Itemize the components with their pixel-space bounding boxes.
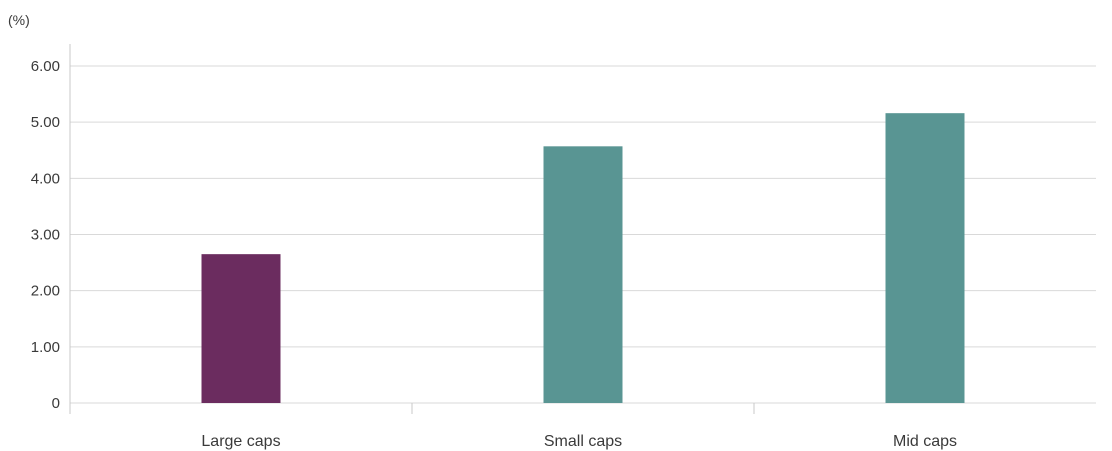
y-tick-label: 0 xyxy=(52,395,60,412)
y-tick-label: 3.00 xyxy=(31,227,60,244)
bar-large-caps xyxy=(201,254,281,403)
y-axis-ticks: 0 1.00 2.00 3.00 4.00 5.00 6.00 xyxy=(31,58,60,412)
y-tick-label: 1.00 xyxy=(31,339,60,356)
x-tick-label: Mid caps xyxy=(893,433,957,450)
y-tick-label: 4.00 xyxy=(31,170,60,187)
bar-mid-caps xyxy=(885,113,965,404)
bars xyxy=(201,113,965,404)
x-tick-label: Small caps xyxy=(544,433,622,450)
y-tick-label: 5.00 xyxy=(31,114,60,131)
x-axis-ticks xyxy=(69,403,755,414)
y-tick-label: 2.00 xyxy=(31,283,60,300)
x-axis-labels: Large caps Small caps Mid caps xyxy=(201,433,957,450)
bar-small-caps xyxy=(543,146,623,403)
y-axis-unit-label: (%) xyxy=(8,12,30,28)
x-tick-label: Large caps xyxy=(201,433,280,450)
y-tick-label: 6.00 xyxy=(31,58,60,75)
